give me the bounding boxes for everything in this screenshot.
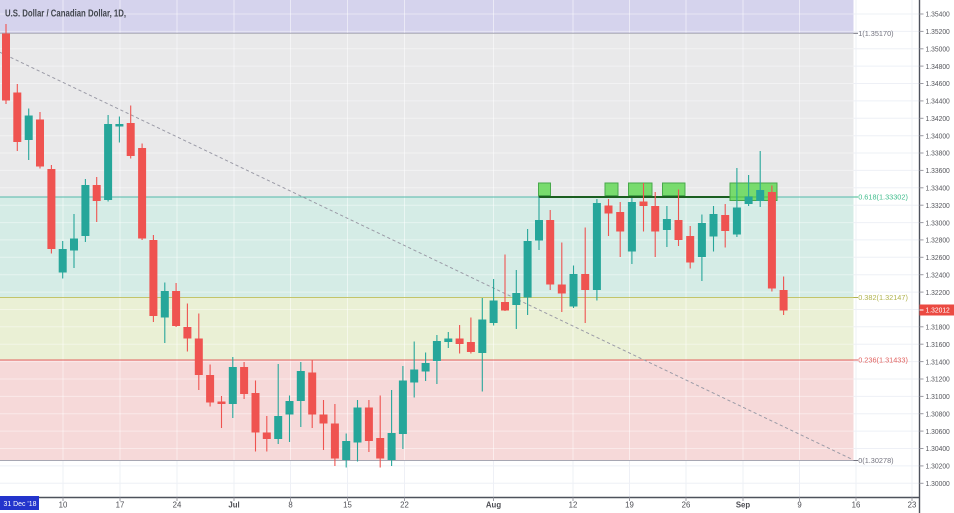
- svg-text:31 Dec '18: 31 Dec '18: [4, 499, 37, 508]
- svg-text:1.33200: 1.33200: [926, 201, 950, 210]
- svg-text:0(1.30278): 0(1.30278): [858, 456, 894, 465]
- svg-text:12: 12: [569, 501, 578, 510]
- svg-text:1.30000: 1.30000: [926, 479, 950, 488]
- svg-text:22: 22: [400, 501, 409, 510]
- svg-text:1.34000: 1.34000: [926, 131, 950, 140]
- svg-text:1.32012: 1.32012: [926, 306, 950, 315]
- svg-text:1.31800: 1.31800: [926, 323, 950, 332]
- svg-text:1.34400: 1.34400: [926, 97, 950, 106]
- svg-text:8: 8: [288, 501, 292, 510]
- svg-text:1.33800: 1.33800: [926, 149, 950, 158]
- svg-text:1.35200: 1.35200: [926, 27, 950, 36]
- svg-text:1.34800: 1.34800: [926, 62, 950, 71]
- svg-text:1.33000: 1.33000: [926, 218, 950, 227]
- svg-text:1.32400: 1.32400: [926, 270, 950, 279]
- svg-text:1.30200: 1.30200: [926, 462, 950, 471]
- svg-text:1.30600: 1.30600: [926, 427, 950, 436]
- svg-text:19: 19: [625, 501, 634, 510]
- svg-text:0.618(1.33302): 0.618(1.33302): [858, 193, 908, 202]
- svg-text:Jul: Jul: [228, 501, 239, 510]
- svg-text:24: 24: [173, 501, 182, 510]
- svg-text:1.34600: 1.34600: [926, 79, 950, 88]
- svg-text:1.32200: 1.32200: [926, 288, 950, 297]
- svg-text:1.31000: 1.31000: [926, 392, 950, 401]
- svg-text:10: 10: [59, 501, 68, 510]
- svg-text:1.31400: 1.31400: [926, 357, 950, 366]
- svg-text:1.33400: 1.33400: [926, 184, 950, 193]
- svg-text:1.30400: 1.30400: [926, 444, 950, 453]
- svg-text:15: 15: [343, 501, 352, 510]
- svg-text:1.33600: 1.33600: [926, 166, 950, 175]
- svg-text:26: 26: [682, 501, 691, 510]
- svg-text:1.30800: 1.30800: [926, 409, 950, 418]
- svg-text:1.31600: 1.31600: [926, 340, 950, 349]
- svg-text:1.35400: 1.35400: [926, 10, 950, 19]
- svg-text:1.32800: 1.32800: [926, 236, 950, 245]
- svg-text:17: 17: [116, 501, 125, 510]
- svg-text:1.35000: 1.35000: [926, 45, 950, 54]
- svg-text:1.31200: 1.31200: [926, 375, 950, 384]
- svg-text:Sep: Sep: [736, 501, 751, 510]
- svg-text:9: 9: [797, 501, 801, 510]
- svg-text:16: 16: [852, 501, 861, 510]
- svg-text:1.34200: 1.34200: [926, 114, 950, 123]
- svg-text:1.32600: 1.32600: [926, 253, 950, 262]
- svg-text:0.236(1.31433): 0.236(1.31433): [858, 356, 908, 365]
- svg-text:Aug: Aug: [486, 501, 501, 510]
- svg-text:0.382(1.32147): 0.382(1.32147): [858, 293, 908, 302]
- svg-text:U.S. Dollar / Canadian Dollar,: U.S. Dollar / Canadian Dollar, 1D,: [5, 9, 126, 20]
- svg-text:23: 23: [908, 501, 917, 510]
- svg-text:1(1.35170): 1(1.35170): [858, 29, 894, 38]
